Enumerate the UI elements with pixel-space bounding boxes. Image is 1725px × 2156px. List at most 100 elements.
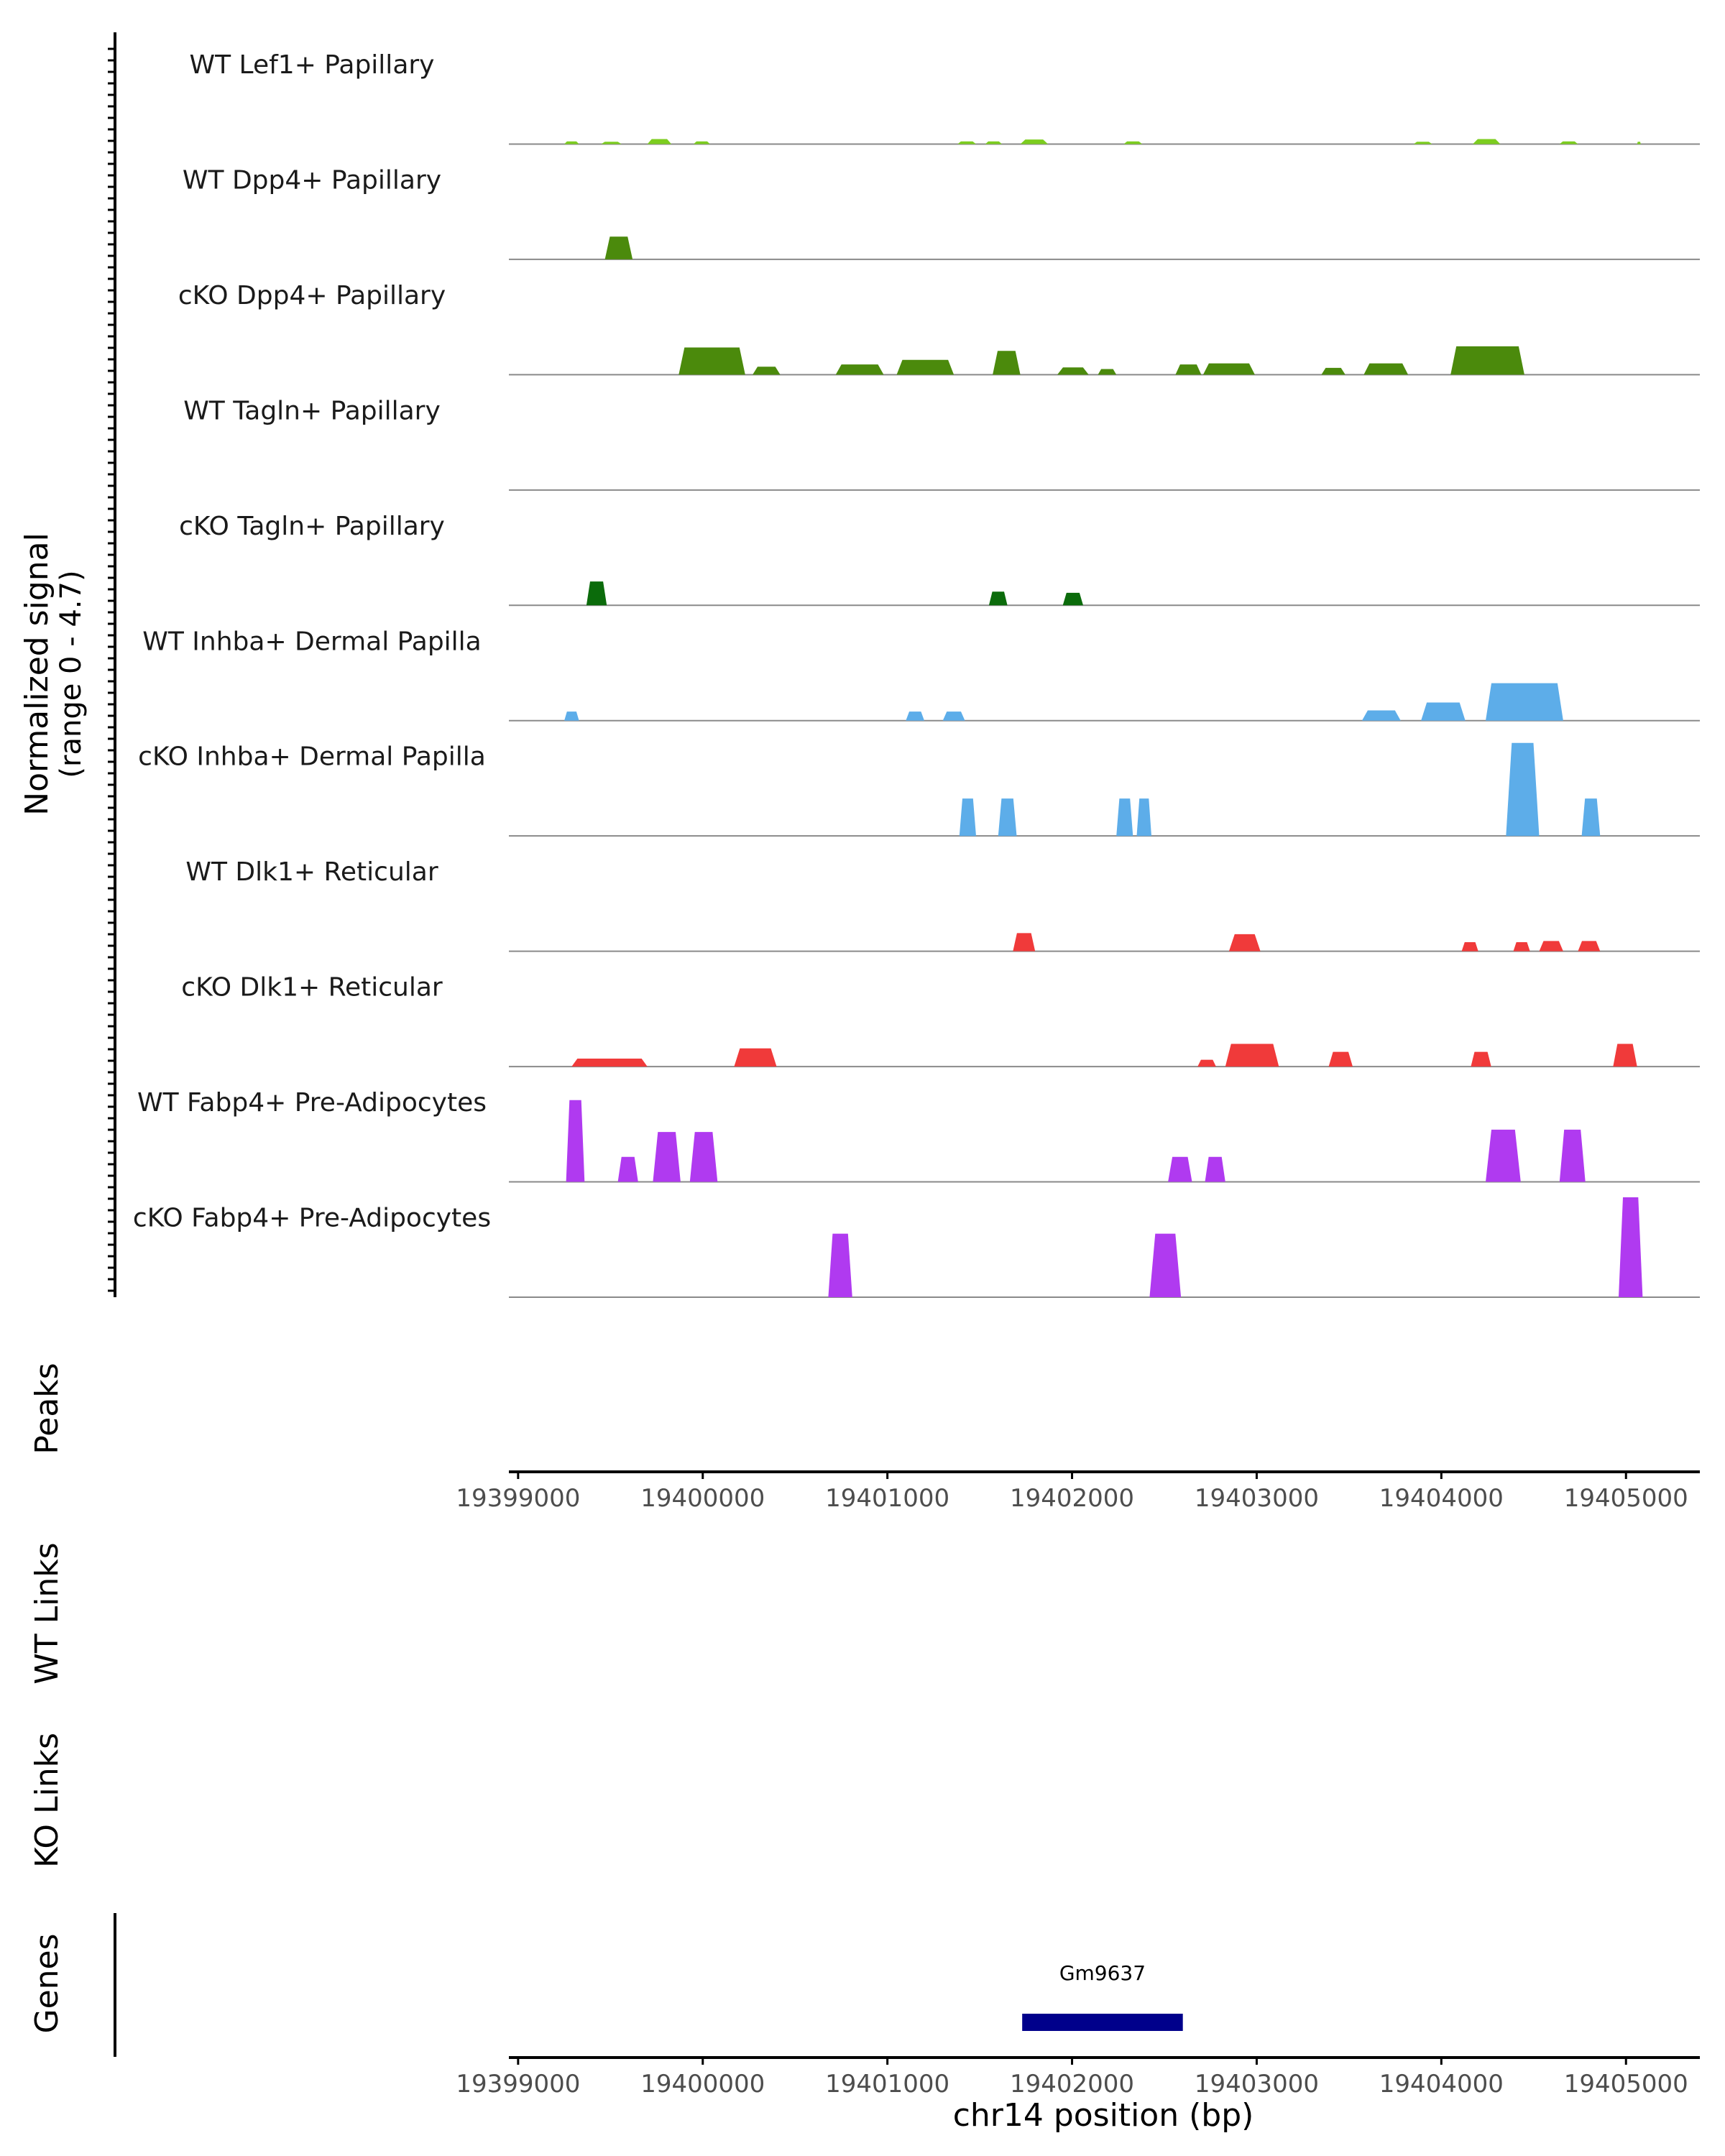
signal-peak <box>647 139 672 144</box>
y-axis-label-line1: Normalized signal <box>19 533 55 816</box>
track: WT Inhba+ Dermal Papilla <box>142 627 1700 722</box>
signal-peak <box>1168 1156 1192 1182</box>
track-label: cKO Dpp4+ Papillary <box>178 281 446 310</box>
ko-links-panel-label: KO Links <box>29 1733 65 1868</box>
signal-peak <box>1578 941 1601 952</box>
x-tick-label: 19400000 <box>640 2070 765 2099</box>
track-label: WT Dpp4+ Papillary <box>183 165 441 195</box>
track: cKO Dpp4+ Papillary <box>178 281 1700 376</box>
gene-body <box>1022 2014 1183 2031</box>
signal-peak <box>1123 141 1143 144</box>
x-tick-label: 19404000 <box>1379 1484 1504 1513</box>
track-label: WT Lef1+ Papillary <box>190 50 435 80</box>
signal-peak <box>689 1132 718 1182</box>
signal-peak <box>1513 942 1530 952</box>
signal-peak <box>942 711 965 721</box>
signal-peak <box>678 347 745 375</box>
x-tick-label: 19399000 <box>456 1484 580 1513</box>
signal-peak <box>1363 363 1409 375</box>
signal-peak <box>734 1048 777 1067</box>
x-tick-label: 19402000 <box>1010 2070 1134 2099</box>
signal-peak <box>985 141 1002 144</box>
signal-peak <box>1559 141 1578 144</box>
signal-peak <box>1637 142 1641 144</box>
signal-peak <box>1473 139 1501 144</box>
signal-tracks: WT Lef1+ Papillary WT Dpp4+ Papillary cKO … <box>133 50 1700 1298</box>
signal-peak <box>1020 139 1049 144</box>
signal-peak <box>1461 942 1478 952</box>
x-tick-label: 19400000 <box>640 1484 765 1513</box>
track-label: cKO Tagln+ Papillary <box>179 512 445 541</box>
signal-peak <box>828 1233 852 1297</box>
y-axis-label-line2: (range 0 - 4.7) <box>55 570 88 778</box>
signal-peak <box>1559 1129 1586 1182</box>
signal-peak <box>1613 1044 1637 1067</box>
signal-peak <box>1149 1233 1182 1297</box>
signal-peak <box>1328 1051 1353 1067</box>
track-label: cKO Inhba+ Dermal Papilla <box>138 742 486 772</box>
signal-peak <box>571 1059 648 1067</box>
signal-peak <box>1486 1129 1521 1182</box>
track: WT Tagln+ Papillary <box>183 396 1700 491</box>
signal-peak <box>564 141 579 144</box>
signal-peak <box>1116 798 1133 837</box>
x-tick-label: 19401000 <box>825 1484 949 1513</box>
signal-peak <box>1228 934 1261 952</box>
signal-peak <box>993 351 1021 375</box>
track-label: WT Inhba+ Dermal Papilla <box>142 627 481 656</box>
signal-peak <box>835 364 884 375</box>
track: WT Dlk1+ Reticular <box>185 857 1700 952</box>
x-axis-label: chr14 position (bp) <box>953 2097 1254 2134</box>
gene-track: Gm9637 <box>1022 1961 1183 2031</box>
track: cKO Inhba+ Dermal Papilla <box>138 742 1700 837</box>
signal-peak <box>896 359 954 375</box>
signal-peak <box>1361 710 1401 721</box>
signal-peak <box>604 236 633 259</box>
signal-peak <box>1506 742 1540 837</box>
x-tick-label: 19399000 <box>456 2070 580 2099</box>
signal-peak <box>601 142 622 144</box>
signal-peak <box>1136 798 1151 837</box>
signal-peak <box>1421 702 1466 721</box>
signal-peak <box>1098 369 1117 375</box>
signal-y-axis <box>108 32 116 1297</box>
signal-peak <box>1450 346 1524 375</box>
x-tick-label: 19405000 <box>1564 2070 1688 2099</box>
track: WT Fabp4+ Pre-Adipocytes <box>137 1088 1700 1183</box>
signal-peak <box>586 581 607 606</box>
signal-peak <box>617 1156 638 1182</box>
signal-peak <box>1413 142 1432 144</box>
wt-links-panel-label: WT Links <box>29 1542 65 1684</box>
signal-peak <box>564 711 579 721</box>
signal-peak <box>653 1132 681 1182</box>
x-tick-label: 19404000 <box>1379 2070 1504 2099</box>
signal-peak <box>753 367 781 375</box>
signal-peak <box>1581 798 1601 837</box>
signal-peak <box>1175 364 1202 375</box>
track-label: WT Fabp4+ Pre-Adipocytes <box>137 1088 487 1118</box>
track-label: WT Tagln+ Papillary <box>183 396 441 425</box>
gene-label: Gm9637 <box>1059 1961 1146 1985</box>
signal-peak <box>1321 367 1346 375</box>
signal-peak <box>988 591 1008 606</box>
signal-peak <box>1062 592 1083 606</box>
track-label: cKO Dlk1+ Reticular <box>181 973 443 1003</box>
signal-peak <box>1013 933 1036 952</box>
track-label: WT Dlk1+ Reticular <box>185 857 438 887</box>
track: WT Lef1+ Papillary <box>190 50 1700 145</box>
signal-peak <box>693 141 710 144</box>
track: cKO Fabp4+ Pre-Adipocytes <box>133 1197 1700 1298</box>
track: WT Dpp4+ Papillary <box>183 165 1700 260</box>
track: cKO Dlk1+ Reticular <box>181 973 1700 1068</box>
x-tick-label: 19401000 <box>825 2070 949 2099</box>
track-label: cKO Fabp4+ Pre-Adipocytes <box>133 1204 491 1233</box>
signal-peak <box>1057 367 1089 375</box>
signal-peak <box>1619 1197 1643 1297</box>
peaks-panel-label: Peaks <box>29 1363 65 1454</box>
signal-peak <box>1486 683 1563 721</box>
signal-peak <box>1202 363 1255 375</box>
x-tick-label: 19402000 <box>1010 1484 1134 1513</box>
signal-peak <box>1539 941 1563 952</box>
signal-peak <box>566 1100 585 1182</box>
